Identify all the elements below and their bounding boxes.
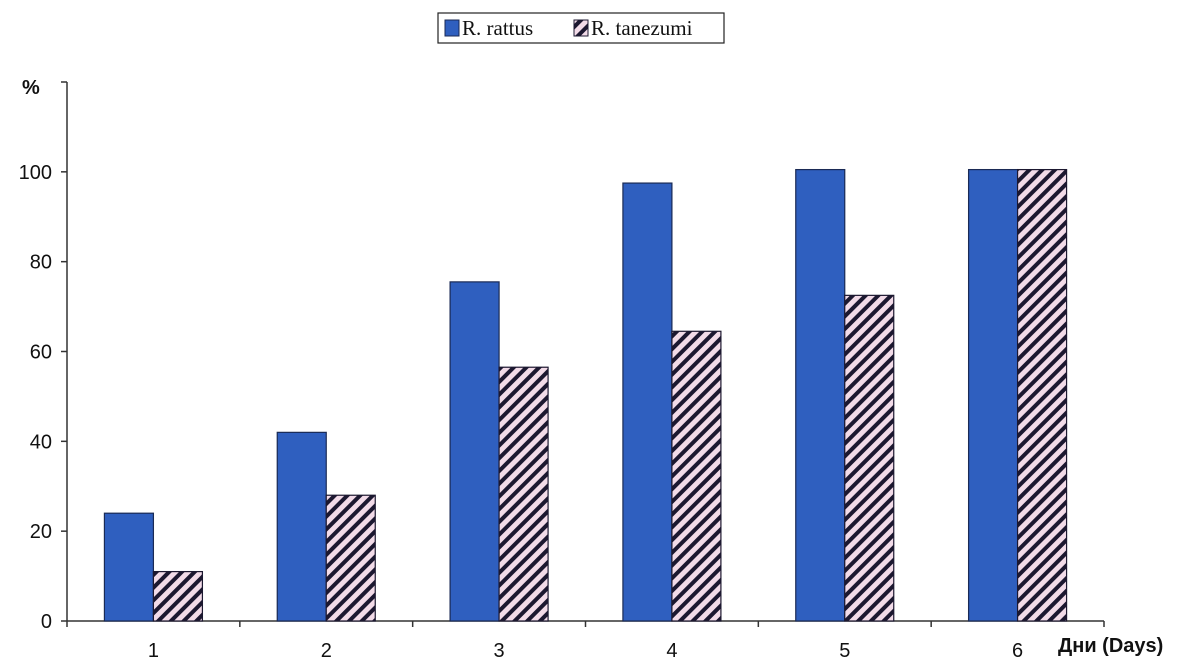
bar-tanezumi [844, 294, 895, 622]
y-tick-label: 100 [19, 162, 52, 184]
legend-swatch-rattus [444, 19, 460, 37]
y-tick-label: 80 [30, 252, 52, 274]
bar-rattus [449, 281, 500, 622]
x-tick-label: 3 [494, 640, 505, 662]
legend: R. rattus R. tanezumi [437, 12, 725, 44]
bar-tanezumi [1016, 168, 1068, 622]
y-tick-label: 40 [30, 431, 52, 453]
bar-rattus [795, 168, 846, 622]
bar-tanezumi [671, 330, 722, 622]
bar-tanezumi [152, 570, 204, 622]
legend-swatch-tanezumi [573, 19, 589, 37]
bars [103, 168, 1068, 622]
bar-rattus [276, 431, 327, 622]
x-axis-title: Дни (Days) [1058, 635, 1163, 657]
legend-label-tanezumi: R. tanezumi [591, 16, 693, 40]
bar-rattus [967, 168, 1019, 622]
y-ticks: 0 20 40 60 80 100 [19, 81, 67, 633]
x-ticks: 1 2 3 4 5 6 [66, 621, 1105, 662]
y-tick-label: 0 [41, 611, 52, 633]
y-axis-title: % [22, 77, 40, 99]
bar-rattus [103, 512, 155, 622]
legend-label-rattus: R. rattus [462, 16, 533, 40]
y-tick-label: 20 [30, 521, 52, 543]
bar-rattus [622, 182, 673, 622]
bar-tanezumi [498, 366, 549, 622]
x-tick-label: 4 [666, 640, 677, 662]
bar-tanezumi [325, 494, 376, 622]
x-tick-label: 2 [321, 640, 332, 662]
x-tick-label: 1 [148, 640, 159, 662]
x-tick-label: 6 [1012, 640, 1023, 662]
x-tick-label: 5 [839, 640, 850, 662]
y-tick-label: 60 [30, 342, 52, 364]
